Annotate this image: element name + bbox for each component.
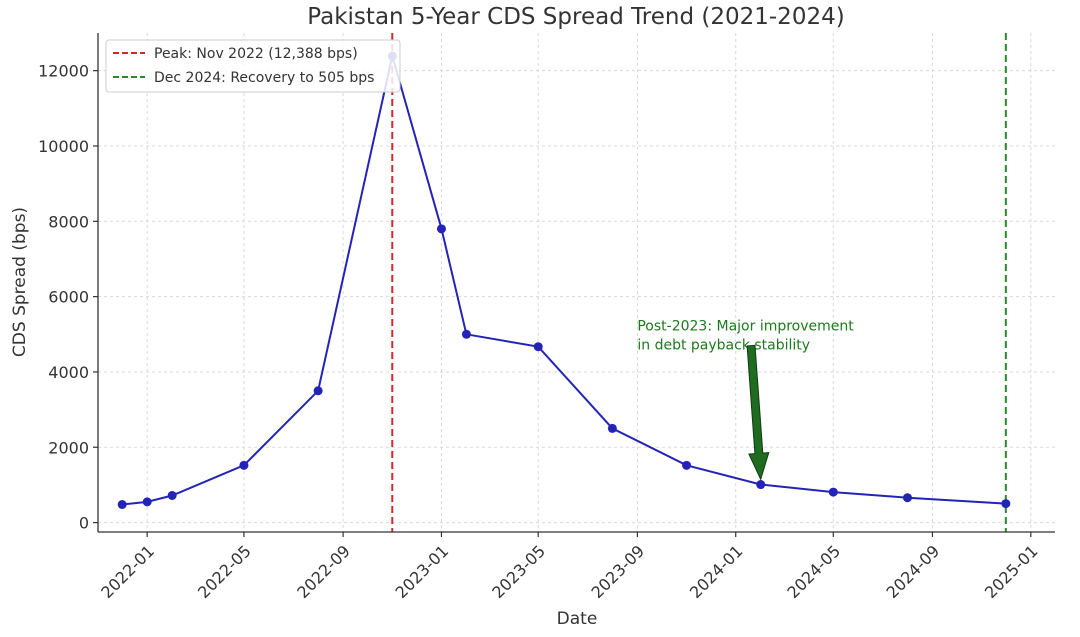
y-tick-label: 6000 — [48, 288, 89, 307]
x-tick-label: 2024-09 — [883, 541, 944, 602]
x-axis-label: Date — [557, 609, 598, 629]
data-point — [533, 342, 543, 352]
legend-box — [105, 39, 401, 93]
data-point — [828, 487, 838, 497]
data-point — [902, 493, 912, 503]
data-point — [756, 480, 766, 490]
series-layer — [117, 51, 1011, 510]
annotation-text: in debt payback stability — [637, 338, 810, 354]
data-point — [117, 500, 127, 510]
y-axis-label: CDS Spread (bps) — [10, 207, 30, 357]
reference-lines — [391, 33, 1007, 532]
data-point — [682, 460, 692, 470]
cds-series-line — [122, 55, 1006, 506]
data-point — [607, 423, 617, 433]
data-point — [436, 224, 446, 234]
grid — [98, 33, 1055, 532]
x-tick-label: 2025-01 — [981, 541, 1042, 602]
legend-entry-label: Peak: Nov 2022 (12,388 bps) — [154, 46, 358, 62]
y-tick-label: 0 — [79, 514, 89, 533]
x-tick-label: 2022-09 — [293, 541, 354, 602]
data-point — [313, 386, 323, 396]
annotation-arrow — [746, 344, 770, 481]
data-point — [142, 497, 152, 507]
x-tick-label: 2022-01 — [97, 541, 158, 602]
x-tick-label: 2023-05 — [488, 541, 549, 602]
y-tick-label: 8000 — [48, 212, 89, 231]
y-tick-label: 12000 — [38, 62, 89, 81]
y-tick-label: 10000 — [38, 137, 89, 156]
data-point — [239, 460, 249, 470]
annotation-text: Post-2023: Major improvement — [637, 319, 854, 335]
axes: 0 2000 4000 6000 8000 10000 12000 2022-01 2022-0… — [38, 33, 1055, 602]
x-tick-label: 2023-01 — [392, 541, 453, 602]
y-tick-label: 2000 — [48, 438, 89, 457]
chart-title: Pakistan 5-Year CDS Spread Trend (2021-2… — [307, 4, 844, 30]
data-point — [461, 329, 471, 339]
legend: Peak: Nov 2022 (12,388 bps) Dec 2024: Rec… — [105, 39, 401, 93]
legend-entry-label: Dec 2024: Recovery to 505 bps — [154, 70, 374, 86]
x-tick-label: 2024-01 — [686, 541, 747, 602]
data-point — [167, 490, 177, 500]
x-tick-label: 2023-09 — [587, 541, 648, 602]
x-tick-label: 2022-05 — [194, 541, 255, 602]
x-tick-label: 2024-05 — [783, 541, 844, 602]
y-tick-label: 4000 — [48, 363, 89, 382]
annotation: Post-2023: Major improvement in debt payb… — [637, 319, 854, 481]
data-point — [1001, 499, 1011, 509]
